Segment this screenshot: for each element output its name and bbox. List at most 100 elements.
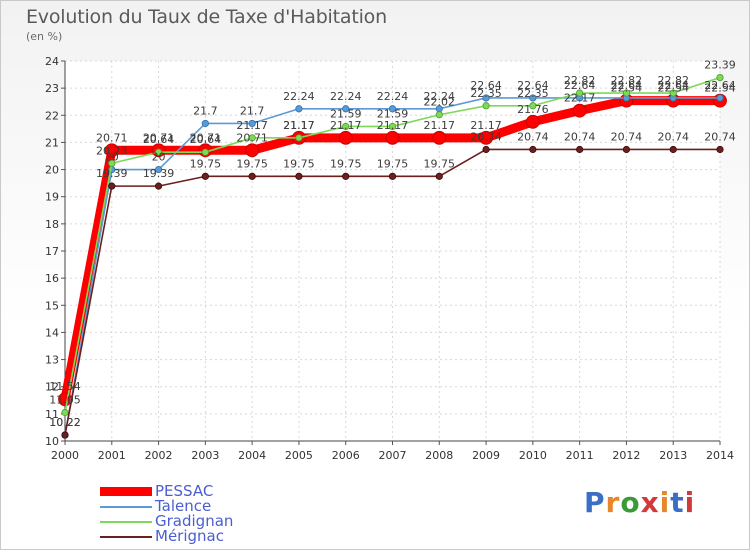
data-point-gradignan (622, 89, 631, 97)
data-label-mrignac: 19.75 (283, 157, 315, 170)
y-tick-label: 21 (45, 136, 59, 149)
data-label-pessac: 20.71 (236, 131, 268, 144)
data-label-pessac: 21.17 (424, 119, 456, 132)
data-label-talence: 22.64 (704, 79, 736, 92)
data-point-gradignan (295, 134, 303, 142)
legend-label-merignac: Mérignac (155, 527, 224, 545)
data-label-mrignac: 20.74 (611, 130, 643, 143)
data-point-gradignan (201, 148, 209, 156)
data-point-gradignan (529, 102, 537, 110)
x-tick-label: 2004 (238, 449, 266, 462)
y-tick-label: 12 (45, 381, 59, 394)
legend-swatch-pessac (100, 487, 152, 496)
data-point-pessac (525, 114, 540, 129)
legend-item-talence: Talence (100, 499, 233, 514)
x-tick-label: 2008 (425, 449, 453, 462)
x-tick-label: 2014 (706, 449, 734, 462)
data-point-mrignac (716, 145, 724, 154)
data-label-talence: 22.64 (470, 79, 502, 92)
data-label-pessac: 21.17 (470, 119, 502, 132)
x-tick-label: 2010 (519, 449, 547, 462)
data-label-talence: 21.7 (193, 104, 218, 117)
data-point-mrignac (622, 145, 631, 154)
legend-label-pessac: PESSAC (155, 482, 214, 500)
legend-label-talence: Talence (155, 497, 212, 515)
data-label-mrignac: 19.75 (330, 157, 362, 170)
data-label-mrignac: 19.39 (143, 167, 175, 180)
data-label-gradignan: 21.59 (377, 107, 409, 120)
data-point-pessac (479, 130, 493, 145)
data-point-gradignan (388, 122, 397, 131)
data-label-gradignan: 21.17 (236, 119, 268, 132)
data-point-pessac (432, 130, 447, 145)
data-point-talence (154, 165, 163, 174)
data-point-pessac (385, 130, 400, 145)
data-label-gradignan: 20.23 (96, 144, 128, 157)
data-point-talence (388, 105, 397, 113)
y-tick-label: 16 (45, 272, 59, 285)
data-point-talence (248, 119, 256, 128)
data-point-gradignan (61, 408, 69, 417)
legend-swatch-talence (100, 505, 152, 508)
y-tick-label: 20 (45, 164, 59, 177)
data-label-pessac: 21.76 (517, 103, 549, 116)
data-label-talence: 20 (152, 151, 166, 164)
data-label-mrignac: 19.75 (377, 157, 409, 170)
data-point-mrignac (295, 172, 303, 180)
data-point-talence (342, 105, 350, 113)
data-point-gradignan (342, 122, 350, 131)
data-label-gradignan: 21.59 (330, 107, 362, 120)
data-point-talence (201, 119, 209, 128)
legend-item-merignac: Mérignac (100, 529, 233, 544)
y-tick-label: 19 (45, 191, 59, 204)
data-point-mrignac (61, 431, 69, 439)
data-point-talence (295, 105, 303, 113)
x-tick-label: 2002 (145, 449, 173, 462)
data-point-gradignan (716, 73, 724, 82)
data-point-mrignac (201, 172, 209, 180)
data-label-mrignac: 10.22 (49, 416, 81, 429)
legend-swatch-gradignan (100, 520, 152, 523)
data-point-mrignac (108, 182, 116, 190)
data-label-gradignan: 20.64 (143, 133, 175, 146)
data-point-gradignan (576, 89, 584, 97)
data-label-gradignan: 23.39 (704, 59, 736, 72)
x-tick-label: 2006 (332, 449, 360, 462)
data-label-talence: 22.24 (330, 90, 362, 103)
y-tick-label: 11 (45, 408, 59, 421)
data-label-mrignac: 19.39 (96, 167, 128, 180)
data-label-talence: 22.64 (564, 79, 596, 92)
data-label-talence: 10.22 (49, 416, 81, 429)
y-tick-label: 22 (45, 109, 59, 122)
data-point-gradignan (248, 134, 256, 142)
data-point-pessac (572, 103, 587, 118)
logo-letter: i (659, 486, 671, 519)
data-label-mrignac: 20.74 (704, 130, 736, 143)
y-tick-label: 18 (45, 218, 59, 231)
data-point-pessac (104, 143, 119, 158)
data-label-gradignan: 22.82 (657, 74, 689, 87)
data-point-pessac (245, 143, 260, 158)
logo-letter: o (620, 486, 641, 519)
legend-swatch-merignac (100, 535, 152, 538)
data-point-gradignan (669, 89, 677, 97)
data-point-gradignan (108, 159, 116, 167)
data-label-gradignan: 22.82 (611, 74, 643, 87)
data-label-pessac: 20.71 (190, 131, 222, 144)
data-point-mrignac (576, 145, 584, 154)
x-tick-label: 2003 (191, 449, 219, 462)
data-point-gradignan (154, 148, 163, 156)
data-point-talence (716, 94, 724, 102)
data-label-talence: 22.24 (377, 90, 409, 103)
data-label-mrignac: 20.74 (470, 130, 502, 143)
data-label-pessac: 21.17 (330, 119, 362, 132)
x-tick-label: 2012 (612, 449, 640, 462)
x-tick-label: 2013 (659, 449, 687, 462)
data-label-gradignan: 21.17 (283, 119, 315, 132)
data-label-pessac: 20.71 (96, 131, 128, 144)
data-label-mrignac: 19.75 (190, 157, 222, 170)
logo-letter: x (640, 486, 660, 519)
x-tick-label: 2001 (98, 449, 126, 462)
y-tick-label: 23 (45, 82, 59, 95)
